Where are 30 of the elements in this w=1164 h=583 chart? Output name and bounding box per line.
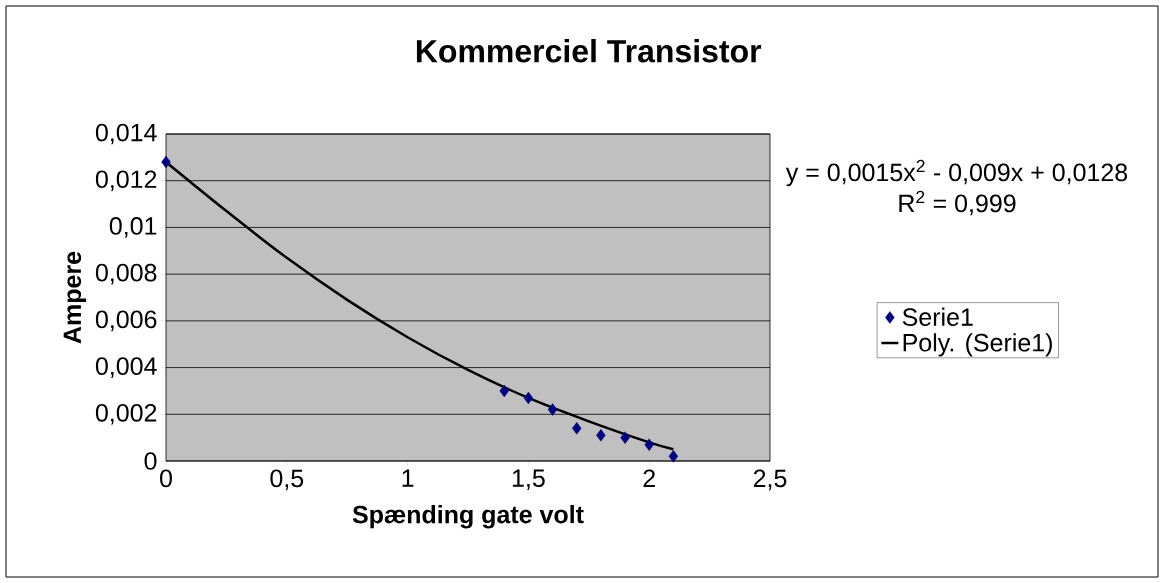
point (572, 422, 582, 435)
y-tick-label: 0,008 (95, 263, 157, 285)
y-tick-label: 0,004 (95, 357, 157, 378)
chart-title: Kommerciel Transistor (416, 39, 762, 63)
y-tick-label: 0,002 (95, 403, 157, 425)
y-tick-label: 0 (144, 452, 157, 470)
x-axis-title: Spænding gate volt (352, 505, 584, 529)
point (161, 155, 171, 169)
x-tick-label: 2,5 (753, 469, 787, 491)
point (523, 391, 534, 405)
legend-label: Poly. (Serie1) (903, 333, 1052, 357)
x-tick-label: 0,5 (270, 469, 304, 491)
point (668, 450, 679, 463)
y-axis-title: Ampere (63, 251, 87, 344)
point (547, 403, 558, 416)
y-tick-label: 0,012 (95, 170, 157, 192)
x-tick-label: 1,5 (512, 469, 545, 490)
point (499, 384, 509, 398)
point (596, 429, 606, 442)
x-tick-label: 0 (160, 469, 172, 488)
y-tick-label: 0,014 (95, 123, 157, 145)
legend-label: Serie1 (902, 307, 973, 326)
y-tick-label: 0,01 (109, 217, 157, 238)
y-tick-label: 0,006 (95, 310, 157, 332)
text: y = 0,0015x$^{2}$ - 0,009x + 0,0128 (785, 159, 1128, 187)
text: R$^{2}$ = 0,999 (899, 190, 1016, 216)
point (620, 431, 630, 444)
x-tick-label: 1 (402, 469, 414, 487)
point (644, 438, 654, 451)
x-tick-label: 2 (643, 469, 655, 487)
